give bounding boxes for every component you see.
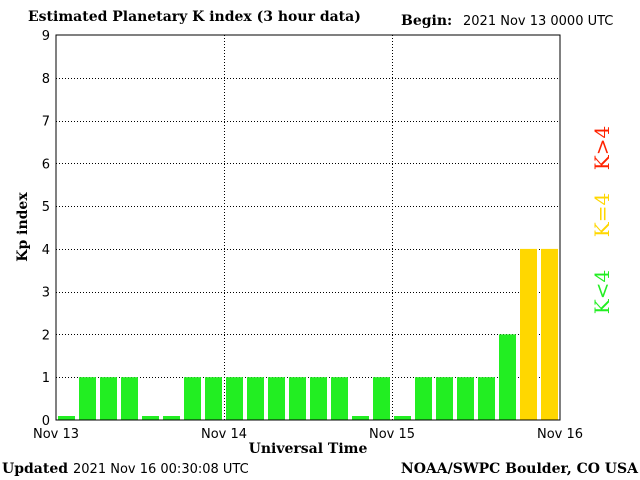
y-tick-label: 9: [42, 29, 50, 44]
kp-bar: [226, 377, 243, 420]
updated-label: Updated: [2, 461, 69, 477]
legend: K<4 K=4 K>4: [590, 126, 614, 314]
y-tick-label: 0: [42, 414, 50, 429]
kp-bar: [268, 377, 285, 420]
x-tick-label: Nov 15: [369, 427, 415, 442]
kp-bar: [478, 377, 495, 420]
chart-title: Estimated Planetary K index (3 hour data…: [28, 9, 361, 25]
kp-bar: [415, 377, 432, 420]
x-tick-label: Nov 14: [201, 427, 247, 442]
y-tick-labels: 0 1 2 3 4 5 6 7 8 9: [42, 29, 50, 429]
kp-bar: [289, 377, 306, 420]
y-tick-label: 7: [42, 115, 50, 130]
kp-bar: [163, 416, 180, 420]
y-tick-label: 6: [42, 157, 50, 172]
kp-bar: [100, 377, 117, 420]
kp-bar: [310, 377, 327, 420]
kp-bar: [394, 416, 411, 420]
y-axis-label: Kp index: [15, 192, 31, 262]
y-tick-label: 8: [42, 72, 50, 87]
y-tick-label: 4: [42, 243, 50, 258]
begin-timestamp: 2021 Nov 13 0000 UTC: [463, 14, 614, 29]
legend-k-below-4: K<4: [590, 270, 614, 314]
kp-bar: [457, 377, 474, 420]
legend-k-above-4: K>4: [590, 126, 614, 170]
kp-bar: [247, 377, 264, 420]
kp-bar: [373, 377, 390, 420]
x-tick-label: Nov 13: [33, 427, 79, 442]
x-tick-label: Nov 16: [537, 427, 583, 442]
kp-bar: [520, 248, 537, 420]
kp-bar: [499, 334, 516, 420]
credit-line: NOAA/SWPC Boulder, CO USA: [400, 461, 638, 477]
kp-bar: [142, 416, 159, 420]
legend-k-equal-4: K=4: [590, 193, 614, 237]
begin-label: Begin:: [401, 13, 453, 29]
kp-bar: [121, 377, 138, 420]
x-tick-labels: Nov 13 Nov 14 Nov 15 Nov 16: [33, 427, 583, 442]
kp-bar: [205, 377, 222, 420]
bars: [58, 248, 558, 420]
x-axis-label: Universal Time: [249, 441, 368, 457]
y-tick-label: 1: [42, 371, 50, 386]
kp-bar: [541, 248, 558, 420]
kp-bar: [331, 377, 348, 420]
y-tick-label: 3: [42, 286, 50, 301]
y-tick-label: 5: [42, 200, 50, 215]
kp-bar: [58, 416, 75, 420]
kp-bar: [184, 377, 201, 420]
plot-frame: [55, 34, 561, 421]
kp-bar: [352, 416, 369, 420]
y-tick-label: 2: [42, 328, 50, 343]
grid-lines: [56, 35, 560, 420]
kp-bar: [436, 377, 453, 420]
kp-bar: [79, 377, 96, 420]
updated-timestamp: 2021 Nov 16 00:30:08 UTC: [73, 462, 249, 477]
